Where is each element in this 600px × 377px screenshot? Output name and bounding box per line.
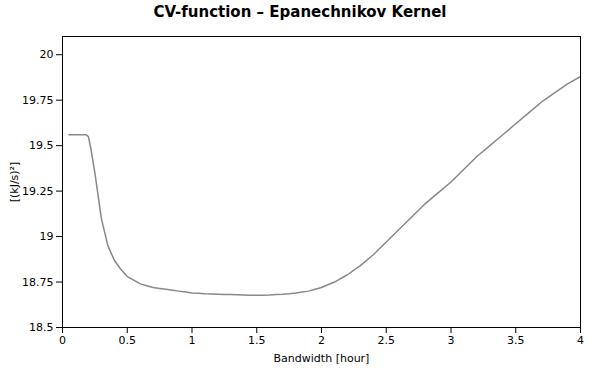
- svg-text:19.75: 19.75: [22, 94, 54, 107]
- svg-text:Bandwidth [hour]: Bandwidth [hour]: [274, 352, 370, 365]
- svg-text:0: 0: [59, 334, 66, 347]
- svg-text:3.5: 3.5: [507, 334, 525, 347]
- svg-text:19: 19: [40, 230, 54, 243]
- svg-text:1.5: 1.5: [248, 334, 266, 347]
- svg-text:1: 1: [189, 334, 196, 347]
- svg-text:2.5: 2.5: [378, 334, 396, 347]
- svg-text:19.5: 19.5: [29, 139, 54, 152]
- svg-text:[(kJ/s)²]: [(kJ/s)²]: [8, 162, 21, 203]
- svg-text:18.75: 18.75: [22, 276, 54, 289]
- svg-text:2: 2: [318, 334, 325, 347]
- html-text:CV-function – Epanechnikov Ker: CV-function – Epanechnikov Kernel: [153, 3, 447, 21]
- svg-text:0.5: 0.5: [119, 334, 137, 347]
- svg-text:4: 4: [577, 334, 584, 347]
- svg-text:3: 3: [448, 334, 455, 347]
- svg-text:19.25: 19.25: [22, 185, 54, 198]
- svg-text:20: 20: [40, 48, 54, 61]
- svg-text:18.5: 18.5: [29, 321, 54, 334]
